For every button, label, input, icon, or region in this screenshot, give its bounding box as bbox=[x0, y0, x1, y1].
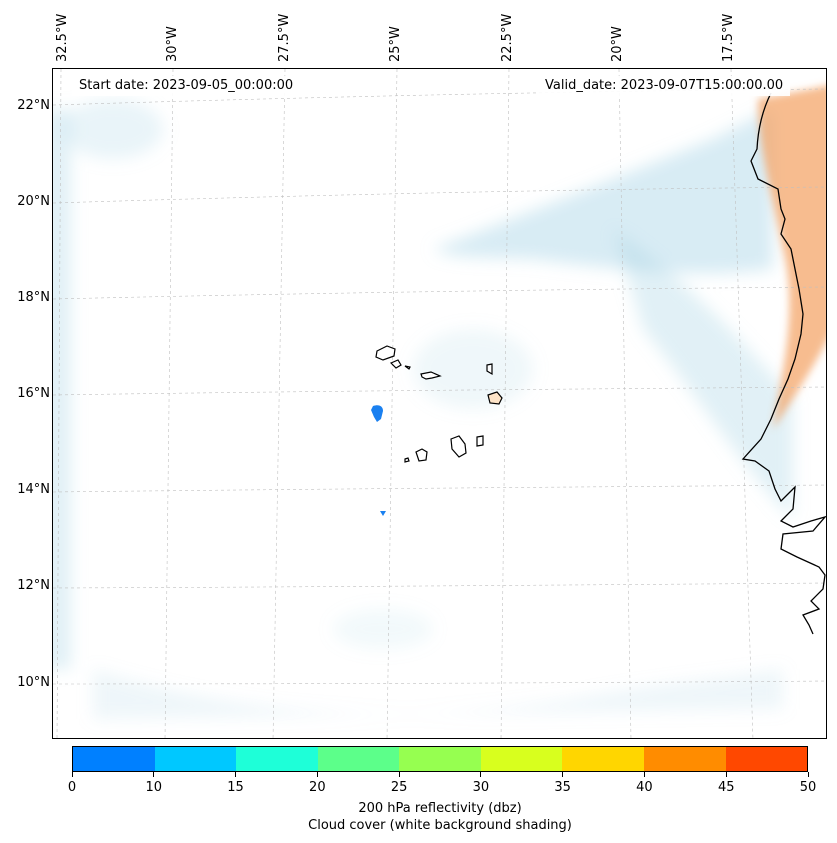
colorbar-tick bbox=[480, 772, 482, 777]
lat-label-18n: 18°N bbox=[17, 290, 50, 305]
colorbar-tick-label: 35 bbox=[554, 780, 571, 795]
map-panel[interactable] bbox=[52, 68, 827, 739]
colorbar-tick-label: 15 bbox=[227, 780, 244, 795]
lat-label-14n: 14°N bbox=[17, 482, 50, 497]
colorbar-segment bbox=[643, 747, 726, 771]
lon-label-22-5w: 22.5°W bbox=[500, 13, 515, 62]
lat-label-12n: 12°N bbox=[17, 578, 50, 593]
echo-south bbox=[380, 511, 386, 516]
island-maio bbox=[476, 435, 484, 447]
island-santo-antao bbox=[375, 345, 396, 361]
colorbar-tick-label: 25 bbox=[390, 780, 408, 795]
colorbar-tick-label: 50 bbox=[799, 780, 817, 795]
colorbar-tick-label: 10 bbox=[145, 780, 163, 795]
island-santa-luzia bbox=[404, 365, 411, 370]
colorbar-tick-label: 40 bbox=[636, 780, 653, 795]
island-boa-vista bbox=[487, 391, 503, 405]
island-sao-vicente bbox=[389, 359, 402, 369]
lat-label-20n: 20°N bbox=[17, 194, 50, 209]
island-sal bbox=[486, 363, 493, 376]
lon-label-20w: 20°W bbox=[610, 26, 625, 62]
colorbar-segment bbox=[725, 747, 808, 771]
colorbar-tick-label: 30 bbox=[472, 780, 490, 795]
cloud-strip-west bbox=[53, 109, 71, 669]
echo-west-of-islands bbox=[371, 405, 383, 422]
warm-area-mauritania bbox=[758, 85, 826, 429]
cloud-patch-center bbox=[413, 329, 533, 409]
colorbar-tick bbox=[71, 772, 73, 777]
lon-label-30w: 30°W bbox=[165, 26, 180, 62]
lon-label-25w: 25°W bbox=[388, 26, 403, 62]
cloud-patch-northwest bbox=[63, 99, 163, 159]
cloud-band-east bbox=[613, 229, 793, 519]
cloud-patch-south-mid bbox=[333, 609, 433, 649]
cloud-arc-south bbox=[93, 669, 783, 719]
colorbar-segment bbox=[317, 747, 400, 771]
colorbar-tick bbox=[153, 772, 155, 777]
colorbar-sublabel: Cloud cover (white background shading) bbox=[308, 818, 572, 833]
colorbar-tick bbox=[562, 772, 564, 777]
colorbar-segment bbox=[399, 747, 481, 771]
reflectivity-land-layer bbox=[758, 85, 826, 429]
colorbar-tick bbox=[643, 772, 645, 777]
graticule bbox=[53, 69, 826, 738]
lon-label-32-5w: 32.5°W bbox=[55, 13, 70, 62]
colorbar-segment bbox=[562, 747, 644, 771]
colorbar-label: 200 hPa reflectivity (dbz) bbox=[358, 801, 522, 816]
colorbar-tick bbox=[316, 772, 318, 777]
colorbar-tick-label: 45 bbox=[717, 780, 735, 795]
colorbar-segment bbox=[480, 747, 563, 771]
island-sao-nicolau bbox=[420, 371, 442, 380]
lat-label-22n: 22°N bbox=[17, 98, 50, 113]
colorbar-segment bbox=[73, 747, 155, 771]
colorbar-segment bbox=[154, 747, 237, 771]
lon-label-17-5w: 17.5°W bbox=[721, 13, 736, 62]
colorbar-tick-label: 20 bbox=[309, 780, 326, 795]
lon-label-27-5w: 27.5°W bbox=[277, 13, 292, 62]
lat-label-10n: 10°N bbox=[17, 675, 50, 690]
cloud-cover-layer bbox=[53, 99, 793, 719]
colorbar bbox=[72, 746, 808, 772]
colorbar-tick-label: 0 bbox=[67, 780, 77, 795]
island-santiago bbox=[450, 435, 467, 458]
cloud-band-north bbox=[433, 109, 773, 274]
island-fogo bbox=[415, 448, 428, 462]
islands-cape-verde bbox=[375, 345, 503, 463]
map-canvas bbox=[53, 69, 826, 738]
valid-date-label: Valid_date: 2023-09-07T15:00:00.00 bbox=[538, 76, 791, 96]
coastline-africa bbox=[741, 92, 826, 635]
reflectivity-echoes bbox=[371, 405, 386, 516]
colorbar-tick bbox=[398, 772, 400, 777]
start-date-label: Start date: 2023-09-05_00:00:00 bbox=[72, 76, 301, 96]
island-brava bbox=[404, 457, 410, 463]
colorbar-segment bbox=[236, 747, 318, 771]
lat-label-16n: 16°N bbox=[17, 386, 50, 401]
colorbar-tick bbox=[725, 772, 727, 777]
colorbar-tick bbox=[807, 772, 809, 777]
colorbar-tick bbox=[235, 772, 237, 777]
